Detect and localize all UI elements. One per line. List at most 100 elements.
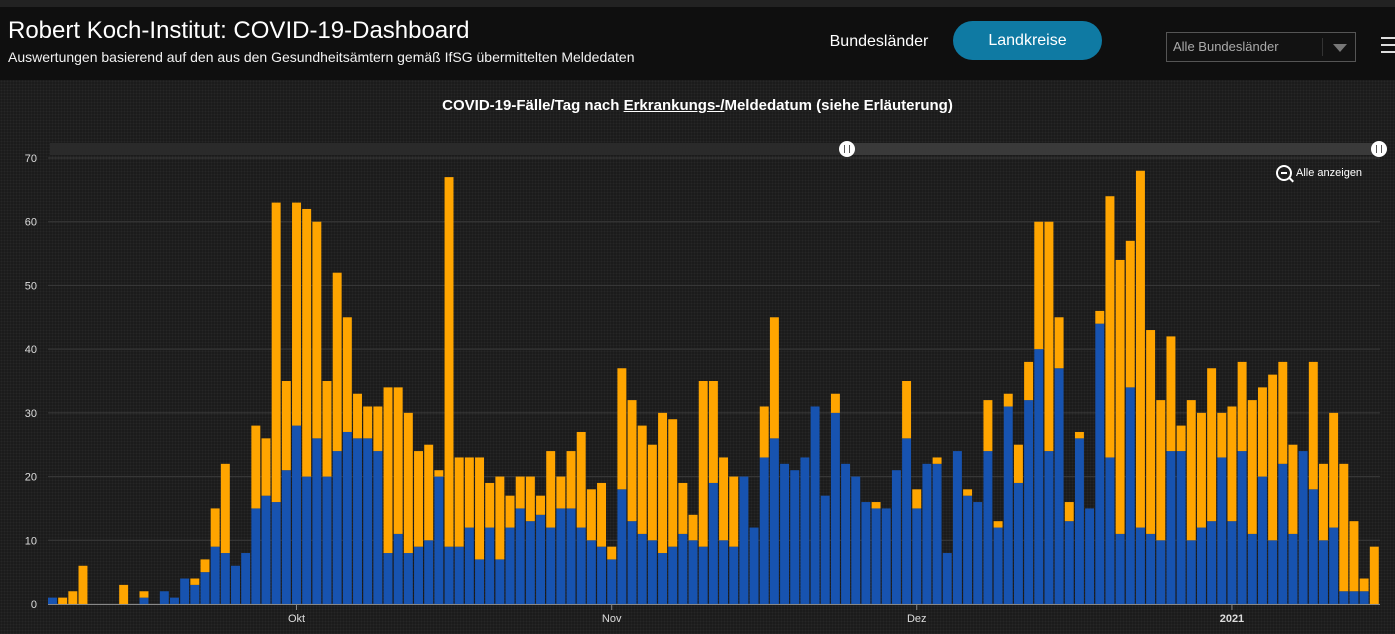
bar-orange: [383, 387, 393, 554]
zoom-reset-label: Alle anzeigen: [1296, 166, 1363, 179]
bar-orange: [617, 368, 627, 490]
bar-orange: [485, 482, 495, 528]
bar-orange: [1166, 336, 1176, 452]
bar-orange: [1003, 393, 1013, 407]
bar-blue: [688, 540, 698, 604]
zoom-reset-button[interactable]: Alle anzeigen: [1276, 165, 1362, 183]
bar-blue: [251, 508, 261, 604]
bundesland-select[interactable]: Alle Bundesländer: [1166, 32, 1356, 62]
bar-blue: [993, 527, 1003, 604]
bar-orange: [698, 381, 708, 547]
bar-orange: [1125, 240, 1135, 388]
bar-blue: [231, 565, 240, 604]
menu-icon[interactable]: [1381, 37, 1395, 55]
bar-orange: [576, 431, 586, 528]
bar-orange: [1024, 361, 1034, 401]
bar-blue: [830, 412, 840, 604]
bar-blue: [627, 521, 637, 604]
tab-landkreise[interactable]: Landkreise: [953, 21, 1102, 60]
zoom-handle-right[interactable]: [1371, 141, 1387, 157]
bar-orange: [251, 425, 261, 509]
bundesland-select-value: Alle Bundesländer: [1173, 39, 1279, 54]
bar-orange: [475, 457, 485, 560]
bar-orange: [566, 451, 576, 509]
bar-blue: [891, 470, 901, 604]
bar-orange: [1339, 463, 1349, 592]
bar-blue: [668, 546, 678, 604]
bar-blue: [942, 553, 952, 604]
bar-orange: [1308, 361, 1318, 490]
bar-blue: [1359, 591, 1369, 604]
bar-blue: [1196, 527, 1206, 604]
bar-blue: [922, 463, 932, 604]
bar-blue: [200, 572, 210, 604]
bar-blue: [597, 546, 607, 604]
bar-blue: [312, 438, 322, 604]
bar-orange: [424, 444, 434, 541]
bar-blue: [363, 438, 373, 604]
bar-blue: [170, 597, 179, 604]
bar-blue: [1074, 438, 1084, 604]
bar-blue: [1186, 540, 1196, 604]
bar-blue: [902, 438, 912, 604]
bar-orange: [444, 177, 454, 547]
bar-orange: [393, 387, 403, 534]
page-subtitle: Auswertungen basierend auf den aus den G…: [8, 49, 635, 65]
bar-orange: [556, 476, 566, 509]
bar-orange: [58, 597, 68, 604]
zoom-handle-left[interactable]: [839, 141, 855, 157]
bar-orange: [1369, 546, 1379, 604]
bar-orange: [1349, 521, 1359, 592]
bar-orange: [1278, 361, 1288, 464]
bar-blue: [1268, 540, 1278, 604]
bar-blue: [1308, 489, 1318, 604]
bar-blue: [1288, 533, 1298, 604]
bar-orange: [830, 393, 840, 413]
tab-bundeslaender[interactable]: Bundesländer: [829, 33, 929, 50]
bar-blue: [1135, 527, 1145, 604]
bar-orange: [1013, 444, 1023, 483]
bar-blue: [983, 451, 993, 604]
bar-blue: [637, 533, 647, 604]
bar-orange: [993, 521, 1003, 528]
bar-blue: [1085, 508, 1095, 604]
bar-orange: [1217, 412, 1227, 458]
bar-blue: [729, 546, 739, 604]
bar-orange: [1074, 431, 1084, 439]
bar-orange: [1064, 502, 1074, 522]
bar-blue: [48, 597, 57, 604]
bar-orange: [1288, 444, 1298, 534]
bar-blue: [851, 476, 861, 604]
bar-blue: [220, 553, 230, 604]
bar-orange: [78, 565, 88, 604]
bar-orange: [1044, 221, 1054, 452]
y-axis-labels: 0 10 20 30 40 50 60 70: [25, 153, 37, 611]
bar-blue: [932, 463, 942, 604]
zoom-out-icon: [1276, 165, 1292, 181]
x-tick-label: Nov: [602, 613, 622, 625]
bar-blue: [353, 438, 362, 604]
bar-blue: [485, 527, 495, 604]
bar-orange: [139, 591, 149, 598]
bar-orange: [210, 508, 220, 547]
chart-title: COVID-19-Fälle/Tag nach Erkrankungs-/Mel…: [0, 97, 1395, 114]
bar-orange: [1329, 412, 1339, 528]
chevron-down-icon: [1333, 44, 1347, 52]
bar-blue: [871, 508, 881, 604]
bar-orange: [932, 457, 942, 464]
bar-blue: [647, 540, 657, 604]
y-tick-label: 20: [25, 472, 37, 484]
bar-blue: [576, 527, 586, 604]
chart-title-part1: COVID-19-Fälle/Tag nach: [442, 97, 624, 114]
bar-orange: [312, 221, 322, 439]
zoom-scrollbar-selection[interactable]: [847, 143, 1380, 155]
chart-title-link[interactable]: Erkrankungs-/: [623, 97, 725, 114]
bar-blue: [281, 470, 291, 604]
bar-blue: [342, 431, 352, 604]
bar-orange: [515, 476, 525, 509]
bar-blue: [1278, 463, 1288, 604]
bar-orange: [719, 457, 729, 541]
bar-orange: [1115, 259, 1125, 534]
bar-orange: [688, 514, 698, 541]
